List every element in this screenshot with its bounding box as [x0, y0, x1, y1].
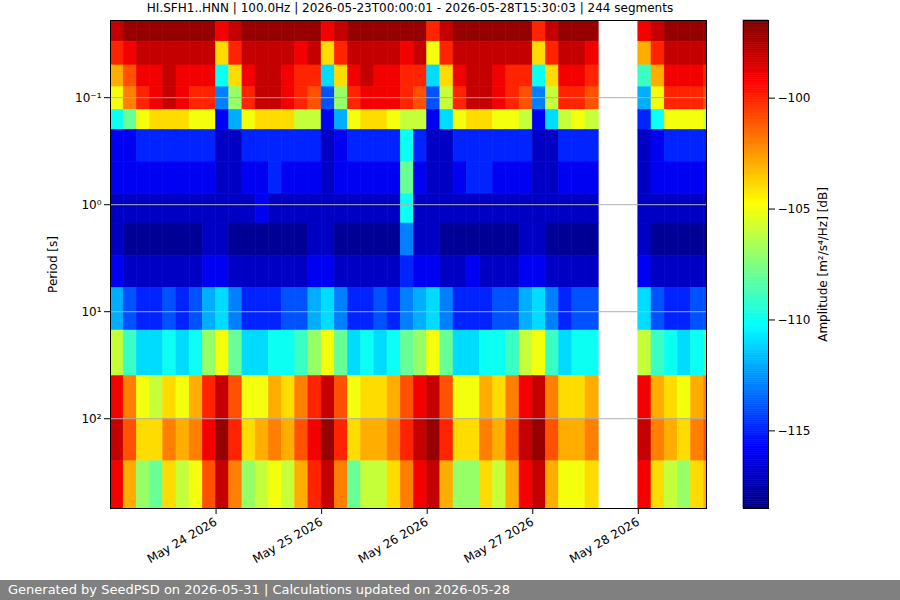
svg-text:May 24 2026: May 24 2026 [145, 515, 220, 566]
svg-text:−110: −110 [778, 313, 811, 327]
svg-text:10¹: 10¹ [81, 305, 101, 319]
html-text:HI.SFH1..HNN | 100.0Hz | 2026-: HI.SFH1..HNN | 100.0Hz | 2026-05-23T00:0… [146, 1, 674, 15]
svg-text:May 28 2026: May 28 2026 [567, 515, 642, 566]
svg-text:May 27 2026: May 27 2026 [461, 515, 536, 566]
svg-text:May 25 2026: May 25 2026 [250, 515, 325, 566]
svg-text:10²: 10² [81, 412, 101, 426]
svg-text:−105: −105 [778, 202, 811, 216]
svg-text:May 26 2026: May 26 2026 [356, 515, 431, 566]
svg-text:10⁰: 10⁰ [81, 198, 101, 212]
svg-text:10⁻¹: 10⁻¹ [75, 91, 102, 105]
svg-text:−100: −100 [778, 91, 811, 105]
svg-text:−115: −115 [778, 424, 811, 438]
svg-text:Amplitude [m²/s⁴/Hz] [dB]: Amplitude [m²/s⁴/Hz] [dB] [816, 187, 830, 342]
svg-text:Period [s]: Period [s] [46, 236, 60, 293]
html-text:Generated by SeedPSD on 2026-0: Generated by SeedPSD on 2026-05-31 | Cal… [8, 582, 510, 597]
